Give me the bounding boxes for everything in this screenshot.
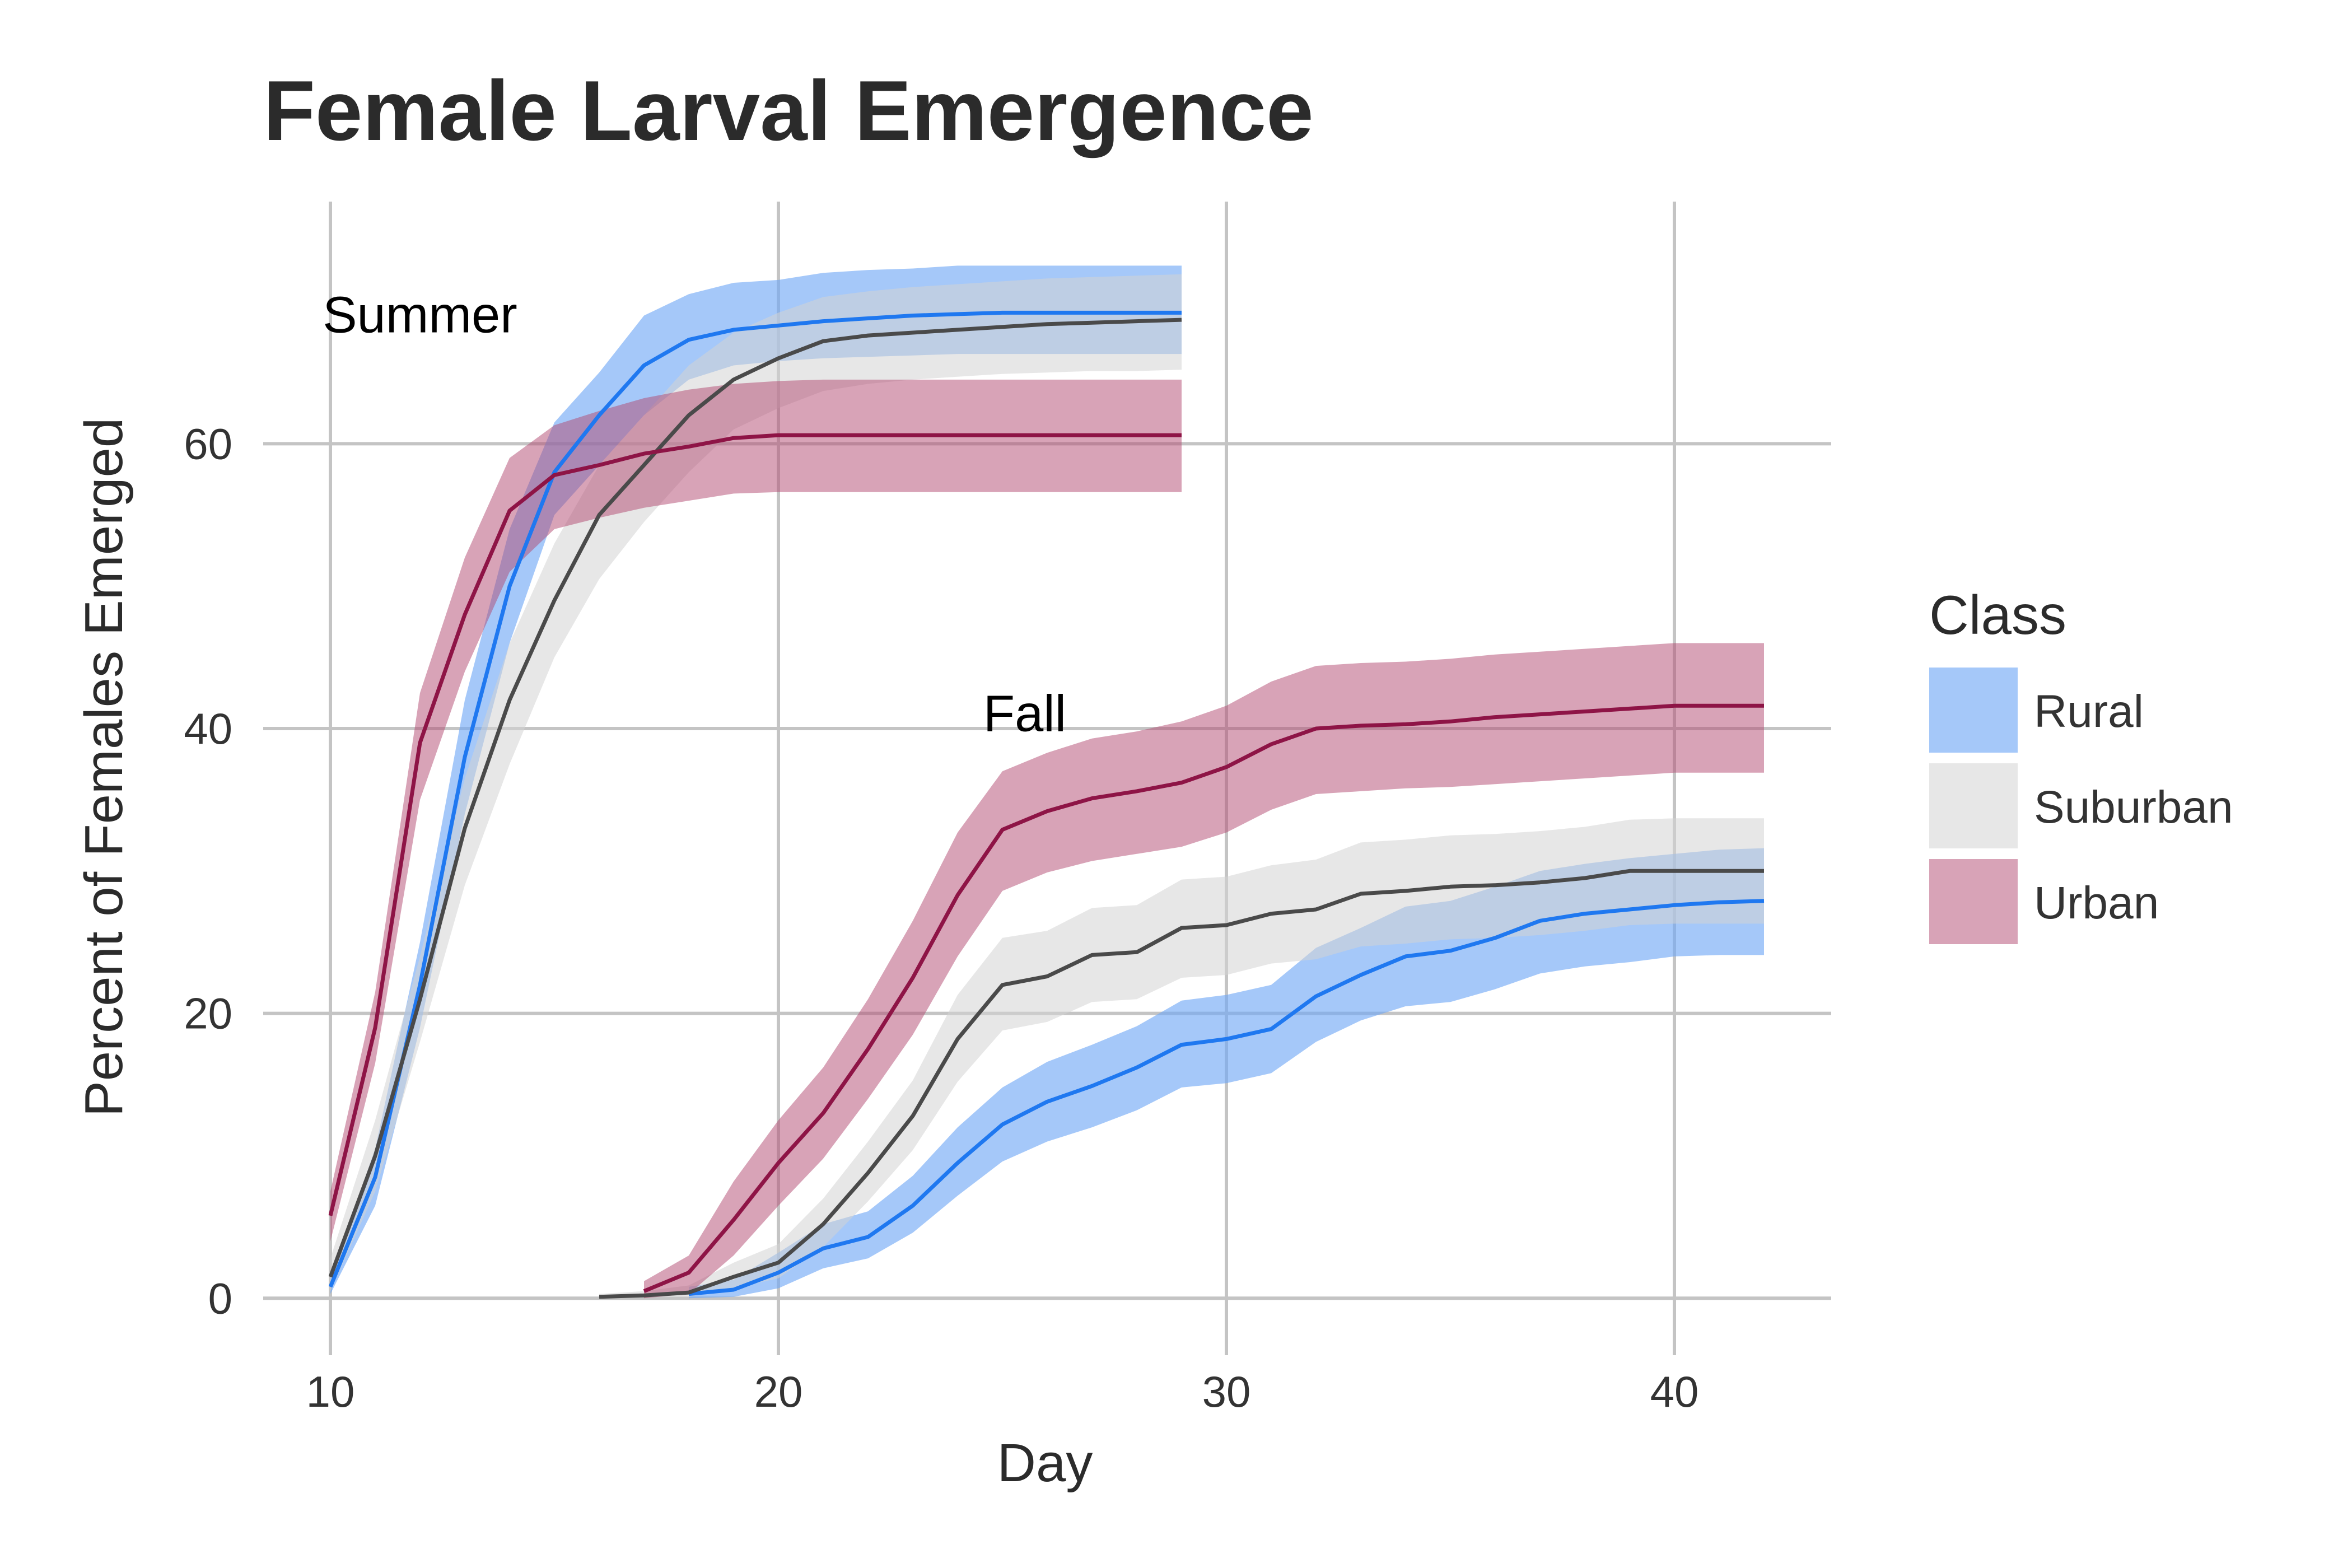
line-suburban-fall [599,869,1764,1299]
tick-labels: 10 20 30 40 0 20 40 60 [184,419,1698,1416]
band-suburban-fall [599,818,1764,1299]
annotation-fall: Fall [983,685,1066,743]
x-tick-label: 20 [754,1367,803,1416]
y-tick-label: 60 [184,419,232,468]
x-axis-title: Day [997,1433,1093,1493]
series-lines [328,310,1765,1299]
annotation-summer: Summer [323,286,517,343]
x-tick-label: 10 [306,1367,355,1416]
y-axis-title: Percent of Females Emerged [74,418,134,1117]
confidence-bands [330,265,1764,1299]
annotations: Summer Fall [323,286,1066,742]
y-tick-label: 20 [184,989,232,1038]
band-rural-fall [689,848,1764,1299]
line-rural-fall [688,899,1765,1296]
legend-swatch-urban [1929,859,2018,944]
legend-swatch-rural [1929,668,2018,753]
line-urban-fall [643,703,1764,1293]
x-tick-label: 40 [1650,1367,1699,1416]
band-suburban-summer [330,274,1182,1291]
legend-title: Class [1929,584,2066,646]
line-rural-summer [328,310,1182,1288]
x-tick-label: 30 [1202,1367,1251,1416]
legend-label-suburban: Suburban [2034,782,2233,833]
legend: Class Rural Suburban Urban [1929,584,2233,944]
legend-swatch-suburban [1929,763,2018,848]
band-urban-summer [330,379,1182,1242]
line-urban-summer [328,433,1182,1216]
y-tick-label: 0 [208,1273,232,1323]
y-tick-label: 40 [184,704,232,753]
legend-label-rural: Rural [2034,686,2144,737]
legend-label-urban: Urban [2034,878,2159,928]
line-suburban-summer [328,318,1182,1278]
chart-title: Female Larval Emergence [263,63,1314,158]
